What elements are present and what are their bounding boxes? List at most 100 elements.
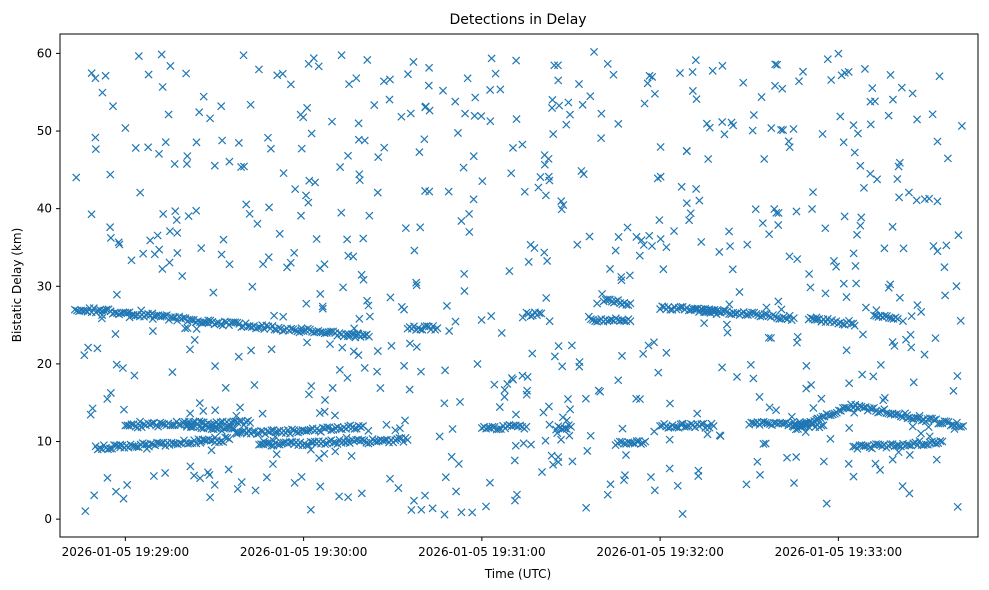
data-point bbox=[112, 290, 121, 299]
data-point bbox=[508, 143, 518, 152]
data-point bbox=[909, 378, 918, 387]
data-point bbox=[86, 410, 95, 419]
data-point bbox=[794, 77, 804, 86]
data-point bbox=[182, 69, 191, 78]
data-point bbox=[345, 80, 354, 89]
data-point bbox=[842, 293, 851, 302]
data-point bbox=[894, 441, 903, 450]
data-point bbox=[540, 248, 549, 257]
data-point bbox=[933, 137, 942, 146]
data-point bbox=[403, 70, 412, 79]
data-point bbox=[818, 412, 827, 421]
data-point bbox=[127, 256, 136, 265]
data-point bbox=[647, 241, 657, 250]
data-point bbox=[84, 343, 93, 352]
data-point bbox=[791, 425, 800, 434]
data-point bbox=[487, 54, 496, 63]
data-point bbox=[115, 310, 124, 319]
data-point bbox=[886, 440, 895, 449]
data-point bbox=[524, 257, 533, 266]
data-point bbox=[861, 303, 870, 312]
data-point bbox=[157, 50, 166, 59]
data-point bbox=[399, 437, 408, 446]
data-point bbox=[545, 176, 554, 185]
data-point bbox=[628, 438, 637, 447]
data-point bbox=[819, 421, 828, 430]
data-point bbox=[639, 349, 648, 358]
x-tick-label: 2026-01-05 19:30:00 bbox=[240, 545, 367, 559]
data-point bbox=[692, 184, 701, 193]
data-point bbox=[204, 316, 213, 325]
data-point bbox=[720, 130, 729, 139]
data-point bbox=[880, 311, 889, 320]
data-point bbox=[916, 429, 926, 438]
data-point bbox=[218, 136, 227, 145]
data-point bbox=[406, 109, 415, 118]
data-point bbox=[478, 177, 487, 186]
y-tick-label: 60 bbox=[37, 46, 52, 60]
data-point bbox=[123, 480, 132, 489]
data-point bbox=[279, 312, 288, 321]
data-point bbox=[199, 92, 208, 101]
data-point bbox=[359, 275, 368, 284]
data-point bbox=[907, 343, 916, 352]
data-point bbox=[412, 278, 421, 287]
data-point bbox=[185, 345, 195, 354]
data-point bbox=[303, 324, 312, 333]
data-point bbox=[519, 439, 528, 448]
data-point bbox=[287, 324, 296, 333]
data-point bbox=[603, 295, 612, 304]
data-point bbox=[845, 423, 854, 433]
y-tick-label: 40 bbox=[37, 202, 52, 216]
data-point bbox=[441, 366, 450, 375]
data-point bbox=[123, 308, 132, 317]
data-point bbox=[262, 473, 271, 482]
data-point bbox=[245, 209, 254, 218]
data-point bbox=[844, 459, 853, 468]
data-point bbox=[676, 420, 685, 429]
data-point bbox=[327, 117, 337, 126]
data-point bbox=[545, 317, 554, 326]
data-point bbox=[473, 359, 482, 369]
data-point bbox=[206, 114, 215, 123]
data-point bbox=[899, 244, 908, 253]
data-point bbox=[858, 330, 867, 339]
data-point bbox=[343, 332, 352, 341]
data-point bbox=[565, 431, 574, 440]
data-point bbox=[720, 306, 729, 315]
data-point bbox=[403, 435, 412, 444]
data-point bbox=[172, 216, 181, 225]
data-point bbox=[512, 56, 521, 65]
data-point bbox=[593, 299, 602, 308]
data-point bbox=[938, 437, 947, 446]
data-point bbox=[953, 371, 962, 381]
data-point bbox=[111, 487, 121, 496]
data-point bbox=[876, 465, 885, 474]
data-point bbox=[894, 448, 903, 457]
data-point bbox=[650, 486, 659, 495]
data-point bbox=[699, 419, 708, 428]
data-point bbox=[695, 196, 704, 205]
data-point bbox=[304, 59, 313, 68]
data-point bbox=[165, 258, 174, 267]
data-point bbox=[792, 207, 801, 216]
data-point bbox=[530, 243, 539, 253]
data-point bbox=[874, 408, 883, 417]
data-point bbox=[132, 442, 141, 451]
data-point bbox=[217, 102, 226, 111]
data-point bbox=[210, 161, 219, 170]
data-point bbox=[303, 103, 312, 112]
data-point bbox=[828, 410, 837, 419]
data-point bbox=[296, 110, 305, 119]
data-point bbox=[106, 233, 115, 242]
data-point bbox=[560, 424, 569, 433]
data-point bbox=[470, 111, 479, 120]
data-point bbox=[435, 432, 444, 441]
data-point bbox=[195, 108, 204, 117]
data-point bbox=[187, 315, 196, 324]
data-point bbox=[471, 93, 480, 102]
data-point bbox=[819, 457, 828, 466]
data-point bbox=[424, 81, 433, 90]
data-point bbox=[500, 392, 509, 401]
data-point bbox=[304, 426, 313, 435]
